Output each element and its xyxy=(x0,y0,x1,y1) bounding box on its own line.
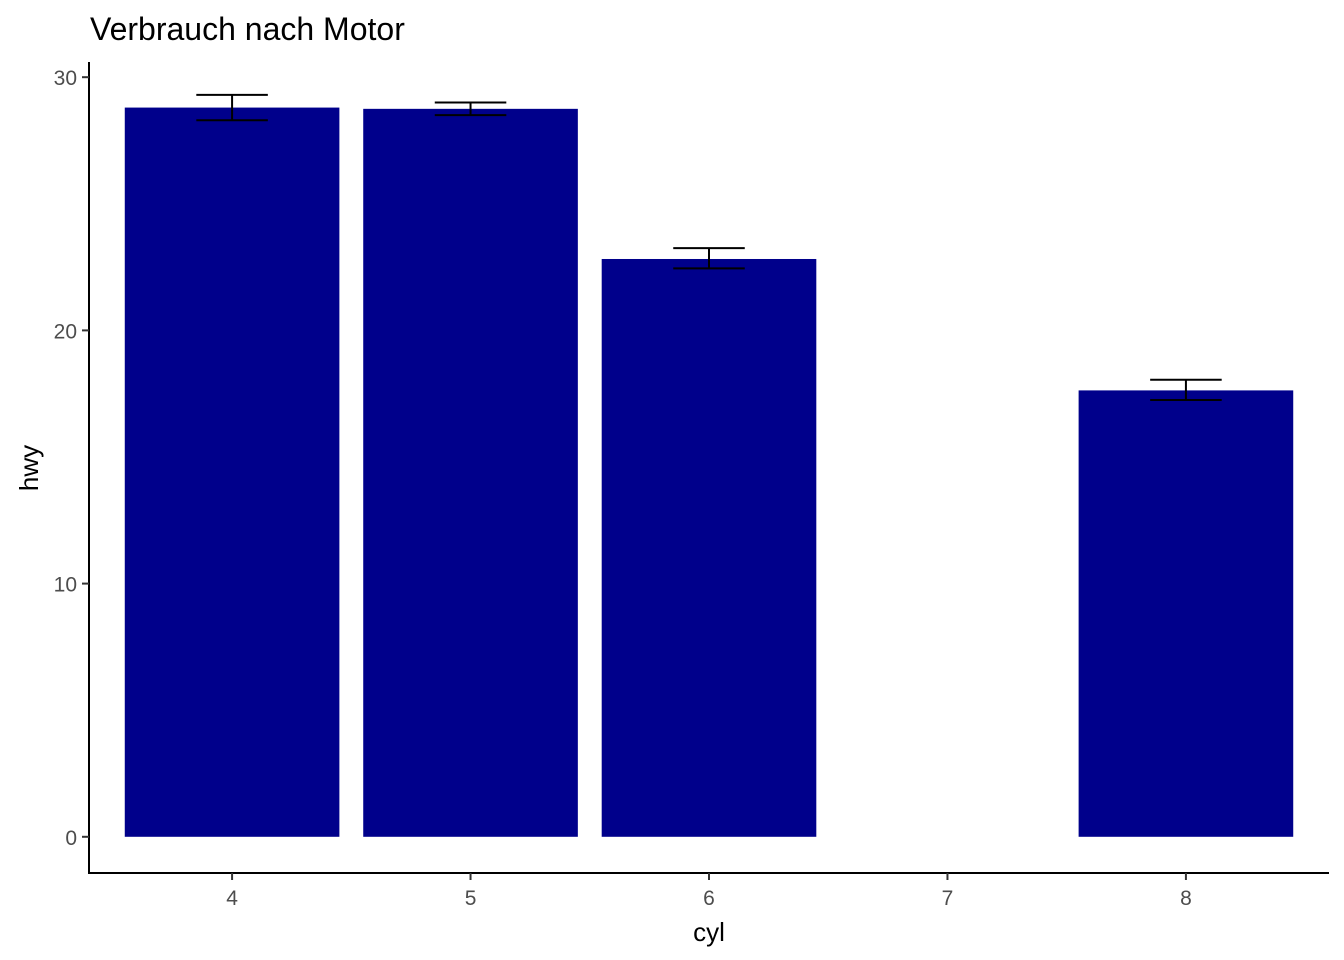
y-axis-title: hwy xyxy=(14,445,44,491)
errorbar-cyl-5 xyxy=(434,101,507,117)
x-tick-label: 7 xyxy=(942,887,954,910)
y-tick-label: 30 xyxy=(54,67,77,90)
x-tick-label: 8 xyxy=(1180,887,1192,910)
x-axis-ticks: 4 5 6 7 8 xyxy=(226,873,1192,910)
errorbar-cyl-8 xyxy=(1150,378,1222,402)
x-tick-label: 4 xyxy=(226,887,238,910)
bar-cyl-6 xyxy=(601,258,817,837)
bar-cyl-5 xyxy=(363,108,578,837)
y-tick-label: 0 xyxy=(65,827,77,850)
x-axis-title: cyl xyxy=(693,917,725,947)
y-axis-ticks: 0 10 20 30 xyxy=(54,67,89,850)
bar-cyl-8 xyxy=(1078,390,1294,837)
chart-title: Verbrauch nach Motor xyxy=(90,11,405,47)
errorbars-layer xyxy=(196,93,1222,402)
x-tick-label: 5 xyxy=(465,887,477,910)
errorbar-cyl-6 xyxy=(673,247,745,270)
y-tick-label: 20 xyxy=(54,320,77,343)
x-tick-label: 6 xyxy=(703,887,715,910)
bar-cyl-4 xyxy=(124,107,340,837)
y-tick-label: 10 xyxy=(54,574,77,597)
errorbar-cyl-4 xyxy=(196,93,268,122)
bars-layer xyxy=(124,107,1294,837)
